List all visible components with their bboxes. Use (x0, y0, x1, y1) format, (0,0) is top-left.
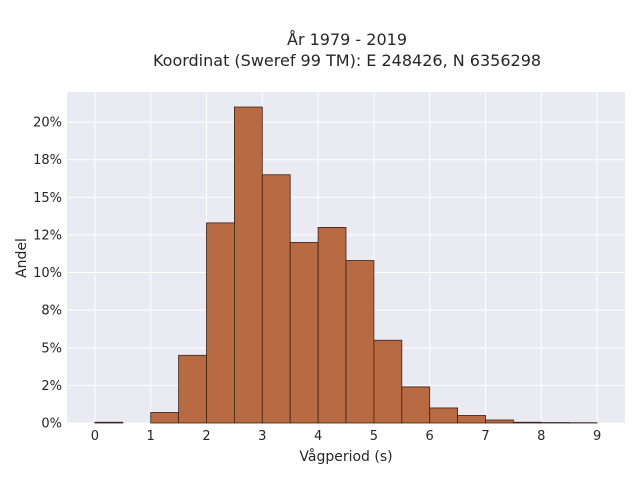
y-axis-label: Andel (14, 238, 30, 278)
histogram-bar (513, 421, 542, 424)
histogram-bar (317, 227, 347, 424)
histogram-bar (373, 339, 403, 424)
histogram-bars (94, 106, 598, 424)
histogram-bar (401, 386, 431, 424)
histogram-bar (94, 421, 124, 424)
histogram-bar (233, 106, 263, 424)
x-tick-label: 4 (314, 429, 322, 444)
y-tick-label: 2% (41, 379, 62, 394)
chart-title-line-1: År 1979 - 2019 (287, 30, 407, 49)
x-tick-label: 6 (426, 429, 434, 444)
histogram-bar (178, 354, 207, 424)
y-tick-label: 10% (33, 266, 62, 281)
x-tick-label: 8 (537, 429, 545, 444)
x-tick-label: 3 (258, 429, 266, 444)
chart-title-line-2: Koordinat (Sweref 99 TM): E 248426, N 63… (153, 51, 541, 70)
histogram-bar (289, 242, 319, 424)
y-tick-label: 12% (33, 228, 62, 243)
y-tick-label: 5% (41, 341, 62, 356)
y-tick-label: 15% (33, 191, 62, 206)
x-tick-label: 1 (147, 429, 155, 444)
x-tick-label: 2 (202, 429, 210, 444)
x-tick-label: 0 (91, 429, 99, 444)
histogram-bar (457, 415, 486, 424)
y-tick-label: 0% (41, 417, 62, 432)
x-tick-label: 9 (593, 429, 601, 444)
x-tick-label: 5 (370, 429, 378, 444)
histogram-bar (150, 412, 179, 424)
y-tick-label: 8% (41, 304, 62, 319)
histogram-bar (261, 174, 291, 424)
y-axis-ticks: 0% 2% 5% 8% 10% 12% 15% 18% 20% (33, 116, 62, 432)
y-tick-label: 20% (33, 116, 62, 131)
x-tick-label: 7 (481, 429, 489, 444)
x-axis-label: Vågperiod (s) (299, 448, 392, 465)
histogram-bar (429, 407, 459, 424)
y-tick-label: 18% (33, 153, 62, 168)
histogram-bar (206, 222, 235, 424)
histogram-bar (345, 260, 375, 424)
histogram-bar (485, 419, 514, 424)
x-axis-ticks: 0 1 2 3 4 5 6 7 8 9 (91, 429, 601, 444)
